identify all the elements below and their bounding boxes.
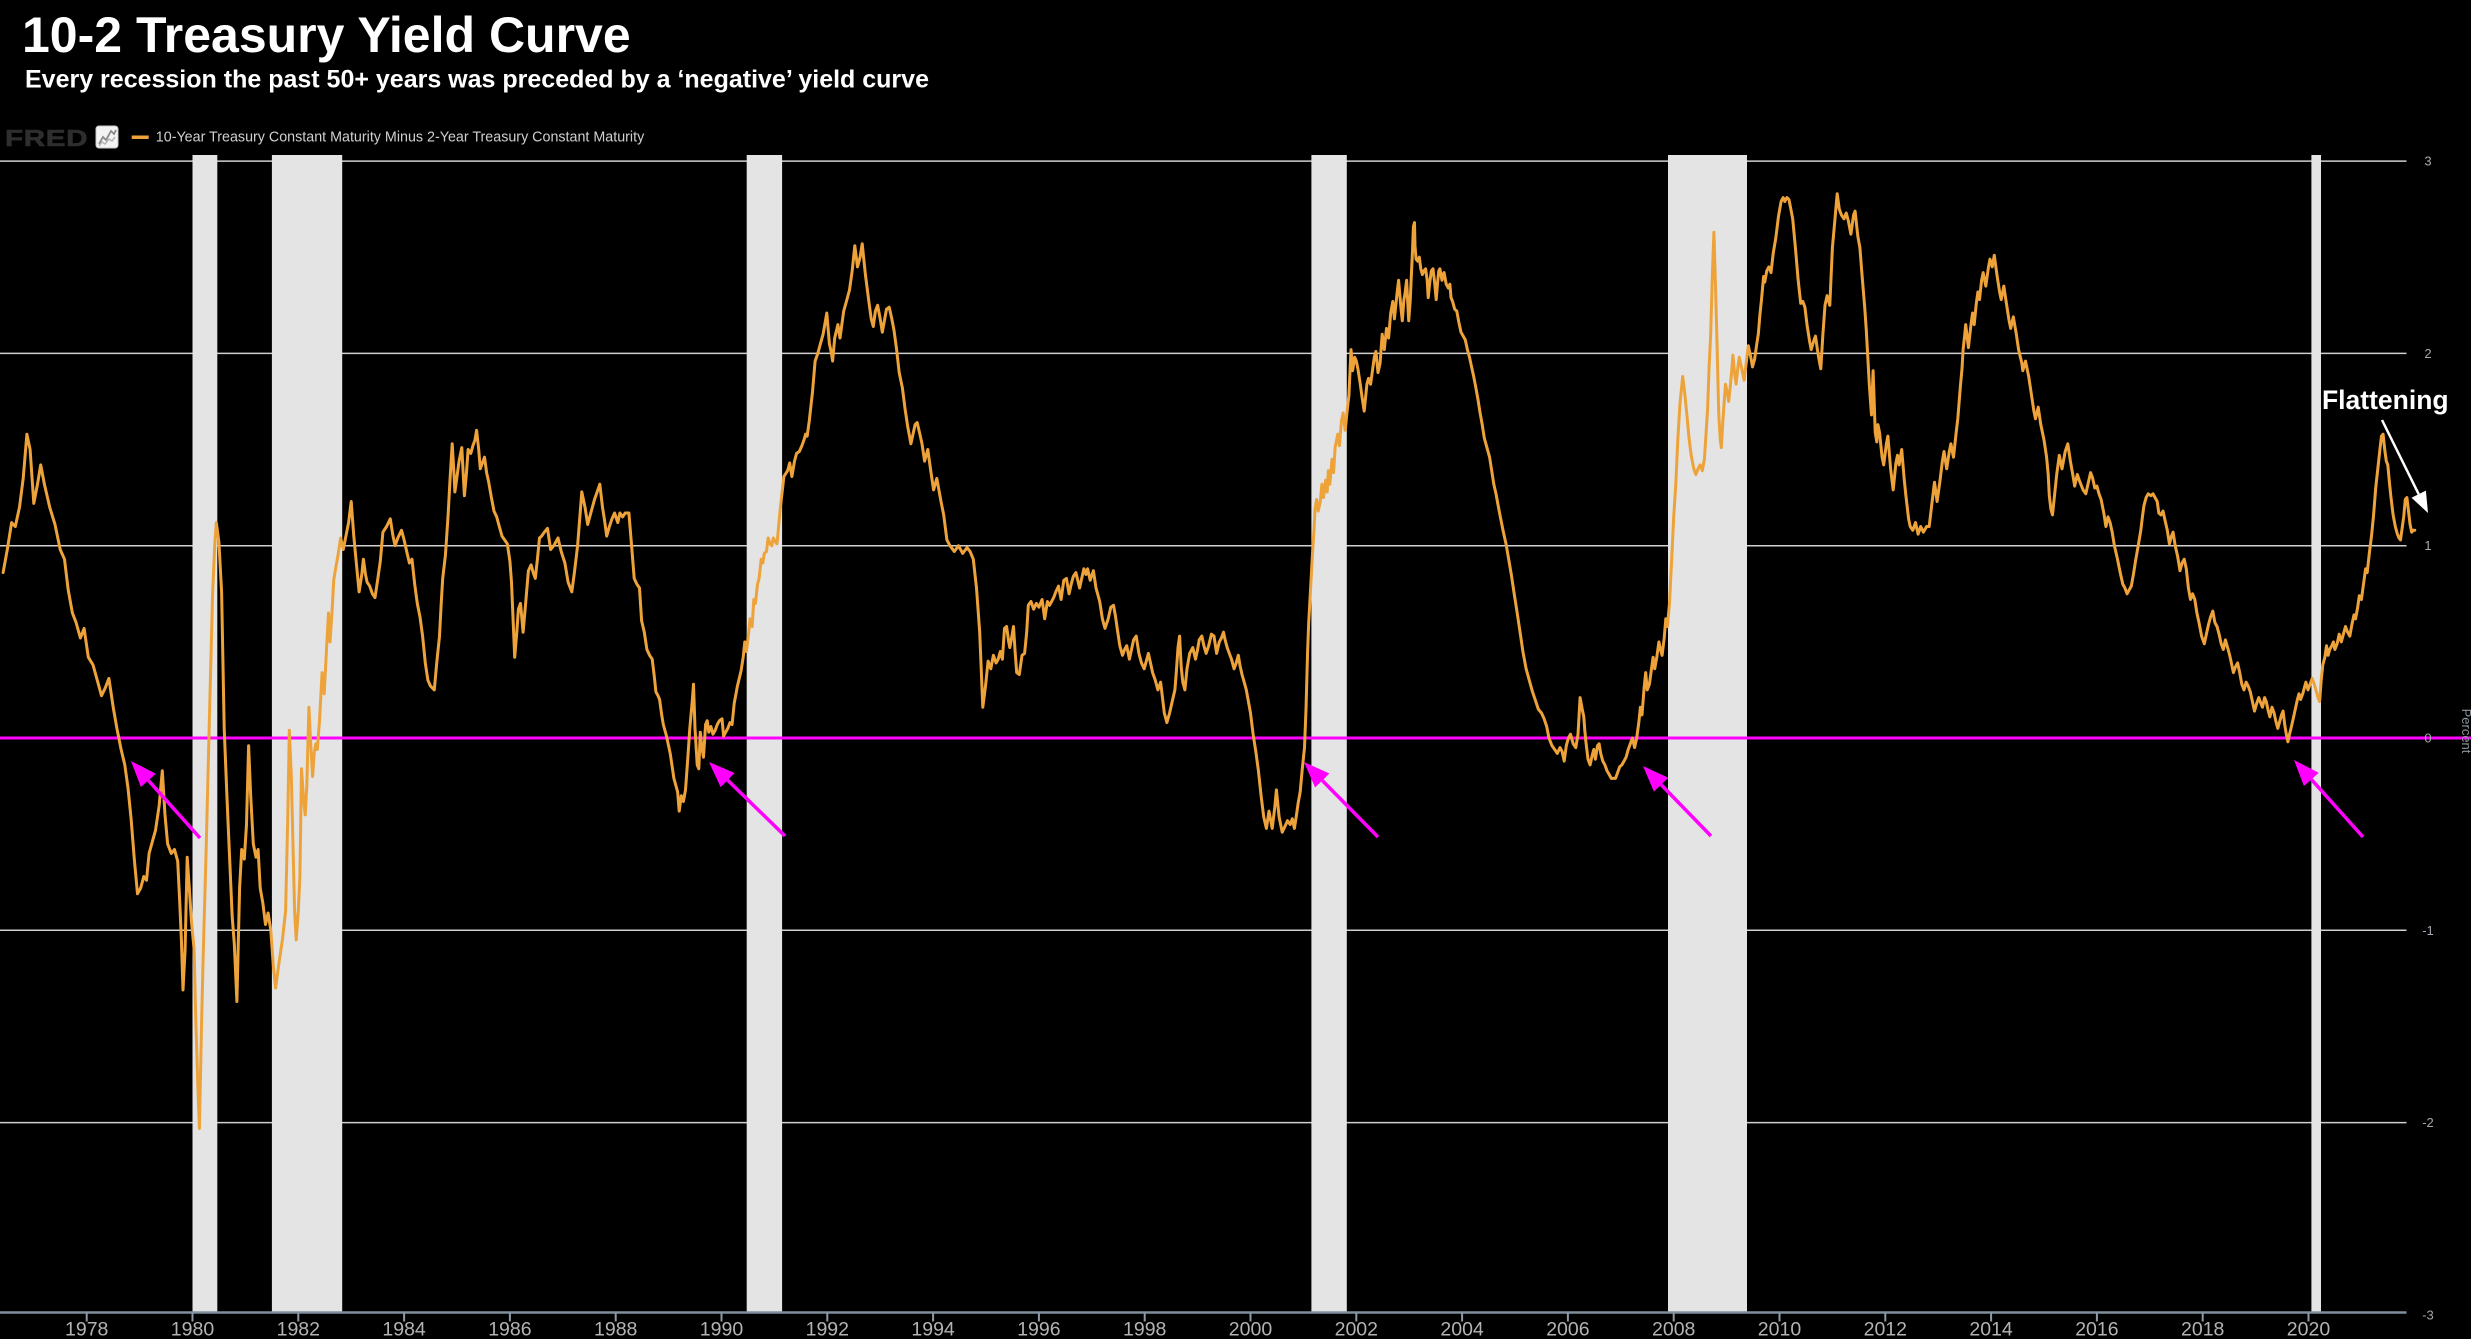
svg-text:1990: 1990 bbox=[700, 1319, 744, 1339]
svg-text:2020: 2020 bbox=[2287, 1319, 2331, 1339]
svg-text:-2: -2 bbox=[2422, 1115, 2434, 1130]
svg-text:2014: 2014 bbox=[1969, 1319, 2013, 1339]
svg-text:2002: 2002 bbox=[1335, 1319, 1378, 1339]
svg-text:1: 1 bbox=[2424, 538, 2431, 553]
svg-text:1994: 1994 bbox=[911, 1319, 955, 1339]
svg-text:1982: 1982 bbox=[277, 1319, 320, 1339]
svg-text:2000: 2000 bbox=[1229, 1319, 1273, 1339]
svg-text:3: 3 bbox=[2424, 154, 2431, 169]
svg-text:2: 2 bbox=[2424, 346, 2431, 361]
svg-text:2004: 2004 bbox=[1440, 1319, 1484, 1339]
svg-text:10-Year Treasury Constant Matu: 10-Year Treasury Constant Maturity Minus… bbox=[156, 130, 645, 146]
svg-text:1980: 1980 bbox=[171, 1319, 215, 1339]
svg-text:2016: 2016 bbox=[2075, 1319, 2118, 1339]
svg-text:2012: 2012 bbox=[1864, 1319, 1907, 1339]
svg-text:1998: 1998 bbox=[1123, 1319, 1166, 1339]
svg-text:-1: -1 bbox=[2422, 923, 2434, 938]
svg-text:Every recession the past 50+ y: Every recession the past 50+ years was p… bbox=[25, 66, 929, 94]
svg-text:2008: 2008 bbox=[1652, 1319, 1695, 1339]
svg-text:2006: 2006 bbox=[1546, 1319, 1589, 1339]
svg-text:10-2 Treasury Yield Curve: 10-2 Treasury Yield Curve bbox=[22, 7, 631, 63]
svg-text:1992: 1992 bbox=[806, 1319, 849, 1339]
svg-text:0: 0 bbox=[2424, 731, 2431, 746]
svg-text:2018: 2018 bbox=[2181, 1319, 2224, 1339]
svg-text:-3: -3 bbox=[2422, 1307, 2434, 1322]
svg-text:1986: 1986 bbox=[488, 1319, 531, 1339]
svg-text:1996: 1996 bbox=[1017, 1319, 1060, 1339]
svg-text:2010: 2010 bbox=[1758, 1319, 1802, 1339]
svg-text:Percent: Percent bbox=[2459, 709, 2471, 754]
svg-text:FRED: FRED bbox=[5, 125, 88, 151]
svg-text:1978: 1978 bbox=[65, 1319, 108, 1339]
svg-text:Flattening: Flattening bbox=[2322, 385, 2449, 415]
svg-text:1984: 1984 bbox=[382, 1319, 426, 1339]
svg-text:1988: 1988 bbox=[594, 1319, 637, 1339]
